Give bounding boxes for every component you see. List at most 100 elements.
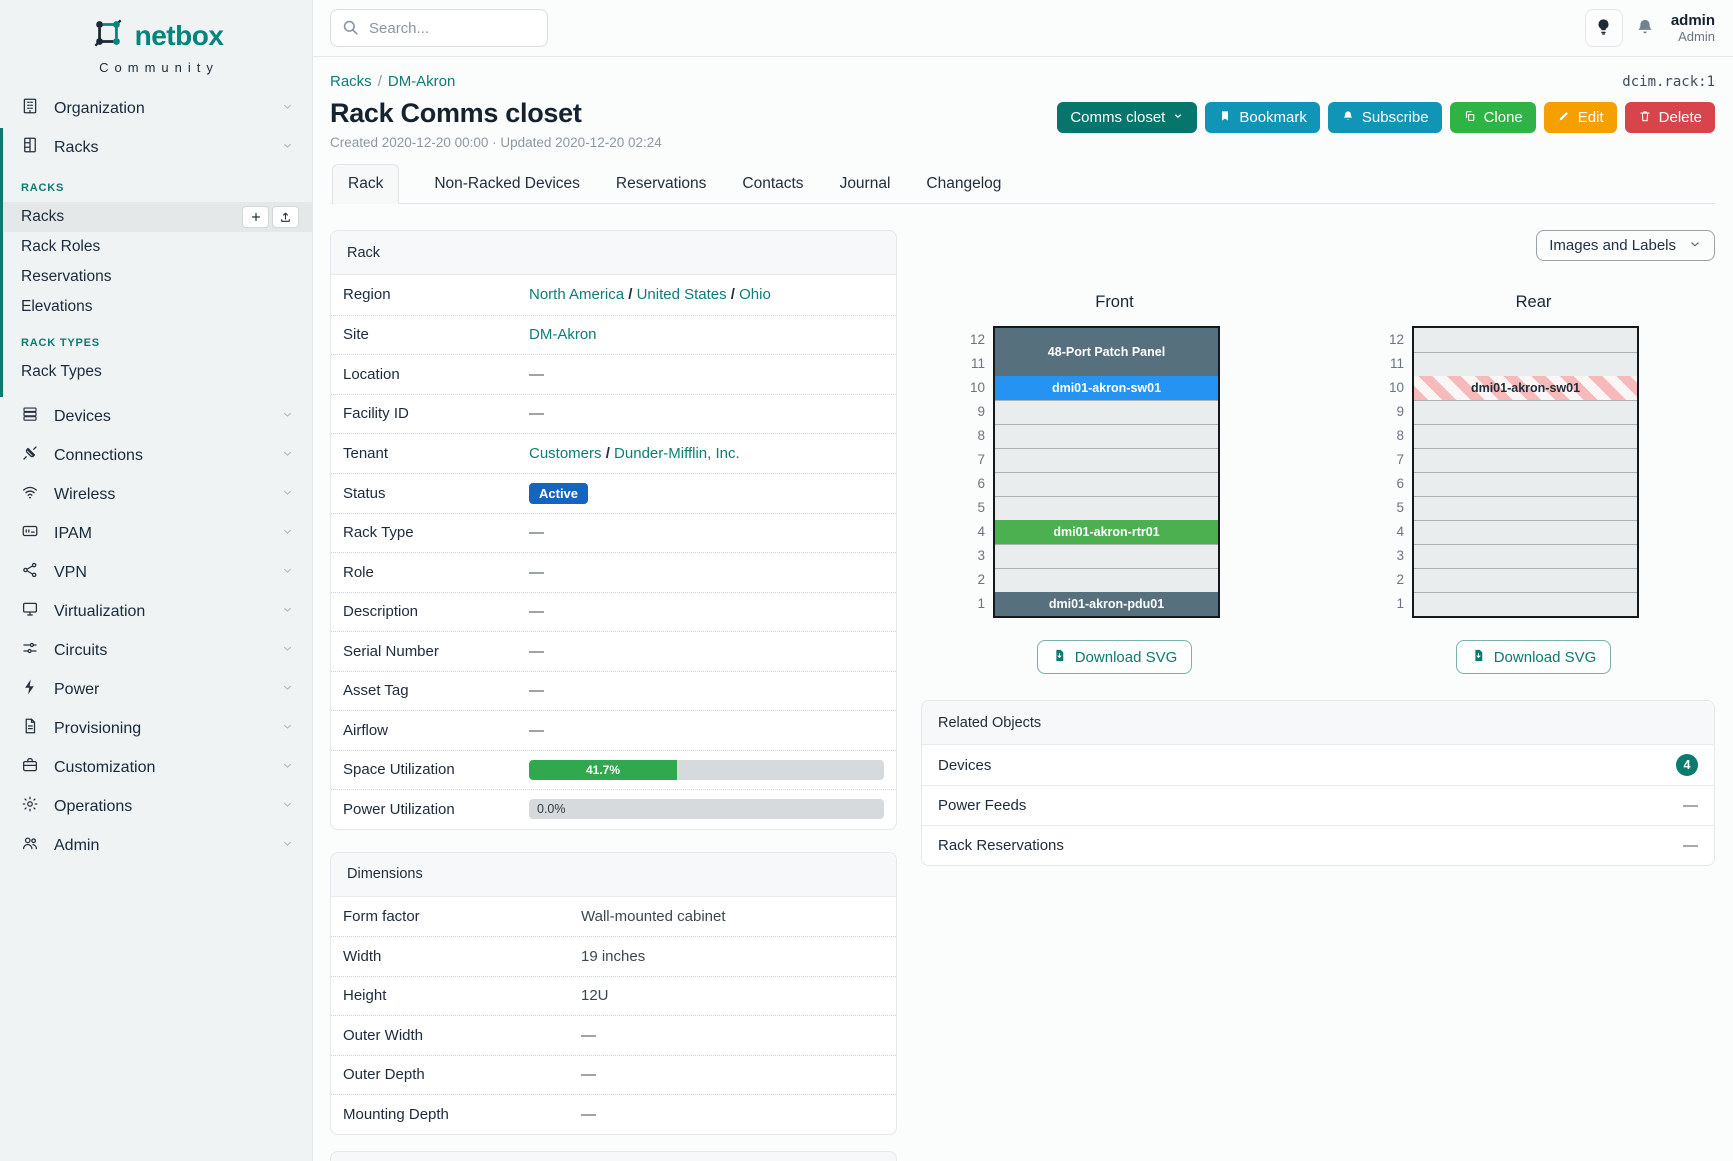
front-elevation: Front 12 11 10 9 8 7 6 5 4 3 2 1 48-Port Patch Pane…	[959, 293, 1228, 674]
clone-button[interactable]: Clone	[1449, 102, 1536, 133]
rack-device-dmi01-akron-pdu01[interactable]: dmi01-akron-pdu01	[995, 592, 1218, 616]
sidebar-item-admin[interactable]: Admin	[0, 826, 312, 865]
sidebar-item-devices[interactable]: Devices	[0, 397, 312, 436]
field-value: Customers / Dunder-Mifflin, Inc.	[529, 444, 740, 462]
sidebar-item-customization[interactable]: Customization	[0, 748, 312, 787]
field-label: Mounting Depth	[343, 1105, 449, 1123]
sidebar-subitem-racks[interactable]: Racks	[0, 202, 312, 232]
rack-device-dmi01-akron-sw01[interactable]: dmi01-akron-sw01	[995, 376, 1218, 400]
unit-number: 4	[977, 524, 985, 539]
bookmark-icon	[1218, 109, 1232, 127]
dimensions-panel: Dimensions Form factor Wall-mounted cabin…	[330, 851, 897, 1135]
tab-changelog[interactable]: Changelog	[926, 175, 1002, 192]
search-icon	[341, 18, 360, 42]
field-row-power-utilization: Power Utilization 0.0%	[331, 789, 896, 829]
download-svg-front-button[interactable]: Download SVG	[1036, 640, 1193, 674]
sidebar-item-racks[interactable]: Racks	[0, 128, 312, 167]
sidebar-item-wireless[interactable]: Wireless	[0, 475, 312, 514]
breadcrumb-site-link[interactable]: DM-Akron	[387, 73, 456, 90]
download-svg-rear-button[interactable]: Download SVG	[1455, 640, 1612, 674]
sidebar-item-power[interactable]: Power	[0, 670, 312, 709]
related-row-rack-reservations[interactable]: Rack Reservations —	[922, 825, 1714, 865]
rack-slot-empty	[995, 472, 1218, 496]
file-download-icon	[1471, 648, 1486, 667]
sidebar-nav: Organization Racks RACKS Ra	[0, 89, 312, 865]
sidebar-group-racks: Racks RACKS Racks Rack Roles Reserv	[0, 128, 312, 397]
chevron-down-icon	[281, 525, 294, 543]
rack-device-dmi01-akron-sw01[interactable]: dmi01-akron-sw01	[1414, 376, 1637, 400]
link-dunder-mifflin-inc[interactable]: Dunder-Mifflin, Inc.	[614, 444, 740, 462]
rack-slot-empty	[1414, 592, 1637, 616]
page-title: Rack Comms closet	[330, 98, 582, 128]
monitor-icon	[21, 600, 39, 623]
sidebar: netbox Community Organization	[0, 0, 313, 1161]
link-ohio[interactable]: Ohio	[739, 286, 771, 304]
location-scope-button[interactable]: Comms closet	[1057, 102, 1198, 133]
sidebar-item-operations[interactable]: Operations	[0, 787, 312, 826]
related-row-power-feeds[interactable]: Power Feeds —	[922, 785, 1714, 825]
link-united-states[interactable]: United States	[636, 286, 727, 304]
tab-non-racked-devices[interactable]: Non-Racked Devices	[434, 175, 580, 192]
link-customers[interactable]: Customers	[529, 444, 602, 462]
tab-contacts[interactable]: Contacts	[742, 175, 804, 192]
link-dm-akron[interactable]: DM-Akron	[529, 326, 597, 344]
sidebar-subitem-rack-roles[interactable]: Rack Roles	[21, 238, 101, 255]
rack-slot-empty	[995, 448, 1218, 472]
field-label: Site	[343, 326, 369, 344]
tab-journal[interactable]: Journal	[839, 175, 891, 192]
sidebar-item-connections[interactable]: Connections	[0, 436, 312, 475]
unit-number: 10	[969, 380, 985, 395]
unit-number: 1	[1396, 596, 1404, 611]
field-label: Asset Tag	[343, 682, 409, 700]
import-racks-button[interactable]	[272, 206, 299, 228]
theme-toggle-button[interactable]	[1584, 9, 1623, 47]
field-row-tenant: Tenant Customers / Dunder-Mifflin, Inc.	[331, 433, 896, 473]
rack-device-dmi01-akron-rtr01[interactable]: dmi01-akron-rtr01	[995, 520, 1218, 544]
add-rack-button[interactable]	[242, 206, 269, 228]
sidebar-subitem-rack-types[interactable]: Rack Types	[21, 363, 102, 380]
search-input[interactable]	[330, 9, 548, 47]
sidebar-subitem-reservations[interactable]: Reservations	[21, 268, 112, 285]
bookmark-button[interactable]: Bookmark	[1205, 102, 1320, 133]
sidebar-item-circuits[interactable]: Circuits	[0, 631, 312, 670]
sidebar-subitem-elevations[interactable]: Elevations	[21, 298, 93, 315]
empty-dash: —	[1683, 837, 1698, 854]
sidebar-item-vpn[interactable]: VPN	[0, 553, 312, 592]
related-row-devices[interactable]: Devices 4	[922, 745, 1714, 785]
caret-down-icon	[1172, 109, 1184, 126]
edit-button[interactable]: Edit	[1543, 102, 1617, 133]
user-menu[interactable]: admin Admin	[1671, 12, 1715, 44]
front-unit-numbers: 12 11 10 9 8 7 6 5 4 3 2 1	[959, 328, 993, 618]
chevron-down-icon	[281, 759, 294, 777]
rack-slot-empty	[995, 424, 1218, 448]
object-actions: Comms closet Bookmark Subscribe Clone	[1057, 102, 1715, 133]
tab-reservations[interactable]: Reservations	[615, 175, 707, 192]
rack-slot-empty	[995, 496, 1218, 520]
field-row-serial-number: Serial Number —	[331, 631, 896, 671]
unit-number: 8	[1396, 428, 1404, 443]
brand[interactable]: netbox Community	[0, 14, 312, 89]
elevation-display-select[interactable]: Images and Labels	[1536, 230, 1715, 261]
field-row-mounting-depth: Mounting Depth —	[331, 1094, 896, 1134]
delete-button[interactable]: Delete	[1624, 102, 1715, 133]
sidebar-item-provisioning[interactable]: Provisioning	[0, 709, 312, 748]
unit-number: 5	[977, 500, 985, 515]
notifications-button[interactable]	[1635, 17, 1655, 40]
sidebar-item-organization[interactable]: Organization	[0, 89, 312, 128]
unit-number: 12	[969, 332, 985, 347]
sidebar-item-ipam[interactable]: IPAM	[0, 514, 312, 553]
rack-device-48-port-patch-panel[interactable]: 48-Port Patch Panel	[995, 328, 1218, 376]
sidebar-item-virtualization[interactable]: Virtualization	[0, 592, 312, 631]
unit-number: 12	[1388, 332, 1404, 347]
subscribe-button[interactable]: Subscribe	[1327, 102, 1442, 133]
breadcrumb-racks-link[interactable]: Racks	[330, 73, 372, 90]
rack-panel-title: Rack	[331, 231, 896, 275]
chevron-down-icon	[281, 408, 294, 426]
user-role: Admin	[1678, 29, 1715, 44]
field-row-role: Role —	[331, 552, 896, 592]
rack-slot-empty	[1414, 328, 1637, 352]
rack-slot-empty	[1414, 496, 1637, 520]
tab-rack[interactable]: Rack	[332, 164, 400, 204]
field-value: —	[581, 1066, 596, 1084]
link-north-america[interactable]: North America	[529, 286, 625, 304]
